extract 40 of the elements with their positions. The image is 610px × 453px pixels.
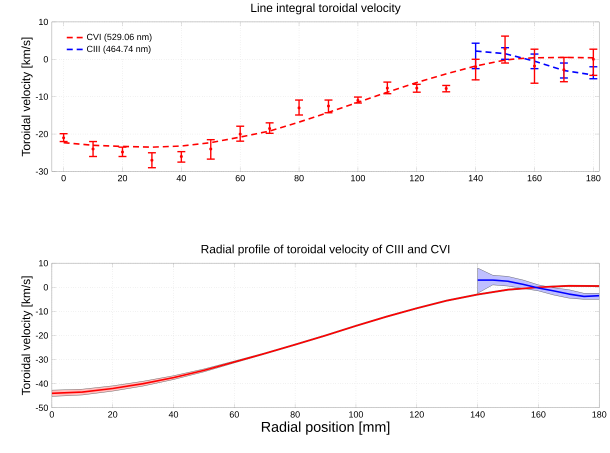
x-tick-label: 20 bbox=[108, 411, 118, 418]
x-tick-label: 20 bbox=[118, 175, 128, 182]
y-tick-label: -30 bbox=[36, 168, 48, 175]
y-tick-label: -10 bbox=[36, 94, 48, 100]
x-tick-label: 0 bbox=[61, 175, 66, 182]
x-tick-label: 120 bbox=[410, 411, 424, 418]
y-tick-label: 10 bbox=[39, 18, 48, 26]
x-tick-label: 160 bbox=[532, 411, 546, 418]
x-tick-label: 80 bbox=[294, 175, 304, 182]
chart-title: Line integral toroidal velocity bbox=[251, 4, 401, 15]
line-series bbox=[476, 279, 600, 298]
x-tick-label: 120 bbox=[410, 175, 424, 182]
legend-label: CVI (529.06 nm) bbox=[86, 34, 152, 42]
x-tick-label: 100 bbox=[351, 175, 366, 182]
x-tick-label: 160 bbox=[528, 175, 542, 182]
y-axis-title: Toroidal velocity [km/s] bbox=[21, 276, 33, 396]
y-tick-label: -40 bbox=[36, 380, 48, 388]
y-tick-label: -10 bbox=[36, 308, 48, 315]
x-tick-label: 180 bbox=[592, 411, 606, 418]
x-tick-label: 140 bbox=[470, 411, 485, 418]
x-tick-label: 40 bbox=[176, 175, 186, 182]
y-tick-label: 0 bbox=[44, 284, 48, 291]
y-tick-label: -20 bbox=[36, 131, 48, 138]
x-tick-label: 100 bbox=[349, 411, 364, 418]
x-tick-label: 80 bbox=[290, 411, 300, 418]
x-tick-label: 180 bbox=[586, 175, 600, 182]
y-axis-title: Toroidal velocity [km/s] bbox=[21, 38, 33, 157]
x-tick-label: 140 bbox=[468, 175, 483, 182]
x-tick-label: 60 bbox=[230, 411, 239, 418]
y-tick-label: -30 bbox=[36, 356, 48, 363]
y-tick-label: 10 bbox=[39, 260, 48, 267]
y-tick-label: -20 bbox=[36, 332, 48, 339]
y-tick-label: 0 bbox=[44, 56, 48, 63]
y-tick-label: -50 bbox=[36, 404, 48, 412]
x-tick-label: 0 bbox=[50, 411, 54, 418]
chart-title: Radial profile of toroidal velocity of CIII and CVI bbox=[202, 244, 450, 256]
x-axis-title: Radial position [mm] bbox=[262, 422, 390, 435]
legend-label: CIII (464.74 nm) bbox=[86, 46, 151, 54]
x-tick-label: 40 bbox=[168, 411, 178, 418]
x-tick-label: 60 bbox=[236, 175, 245, 182]
